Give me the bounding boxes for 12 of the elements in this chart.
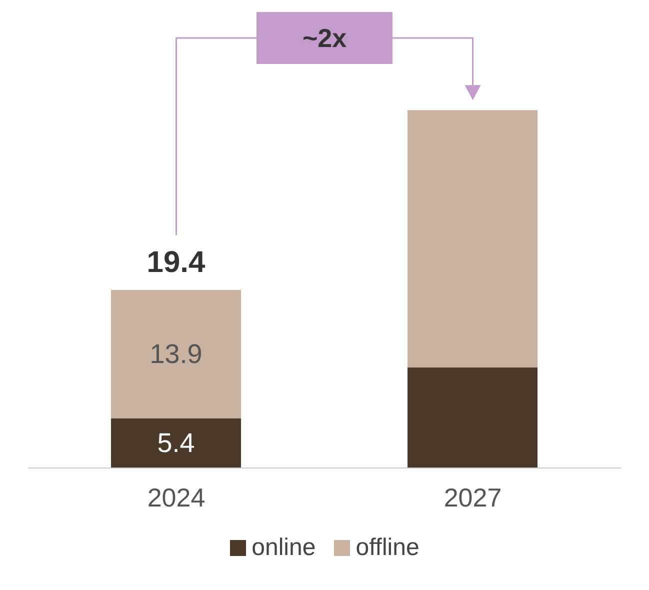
bar: [408, 367, 538, 468]
legend-label: offline: [356, 534, 420, 562]
bar: [408, 110, 538, 368]
total-label: 19.4: [146, 246, 206, 279]
legend-label: online: [252, 534, 316, 562]
x-tick-label: 2024: [147, 482, 206, 512]
bar: [111, 418, 241, 468]
data-label: 5.4: [157, 428, 195, 458]
text: ~2x: [302, 23, 348, 53]
data-label: 13.9: [150, 339, 202, 370]
x-tick-label: 2027: [444, 482, 502, 512]
bar: [111, 290, 241, 418]
